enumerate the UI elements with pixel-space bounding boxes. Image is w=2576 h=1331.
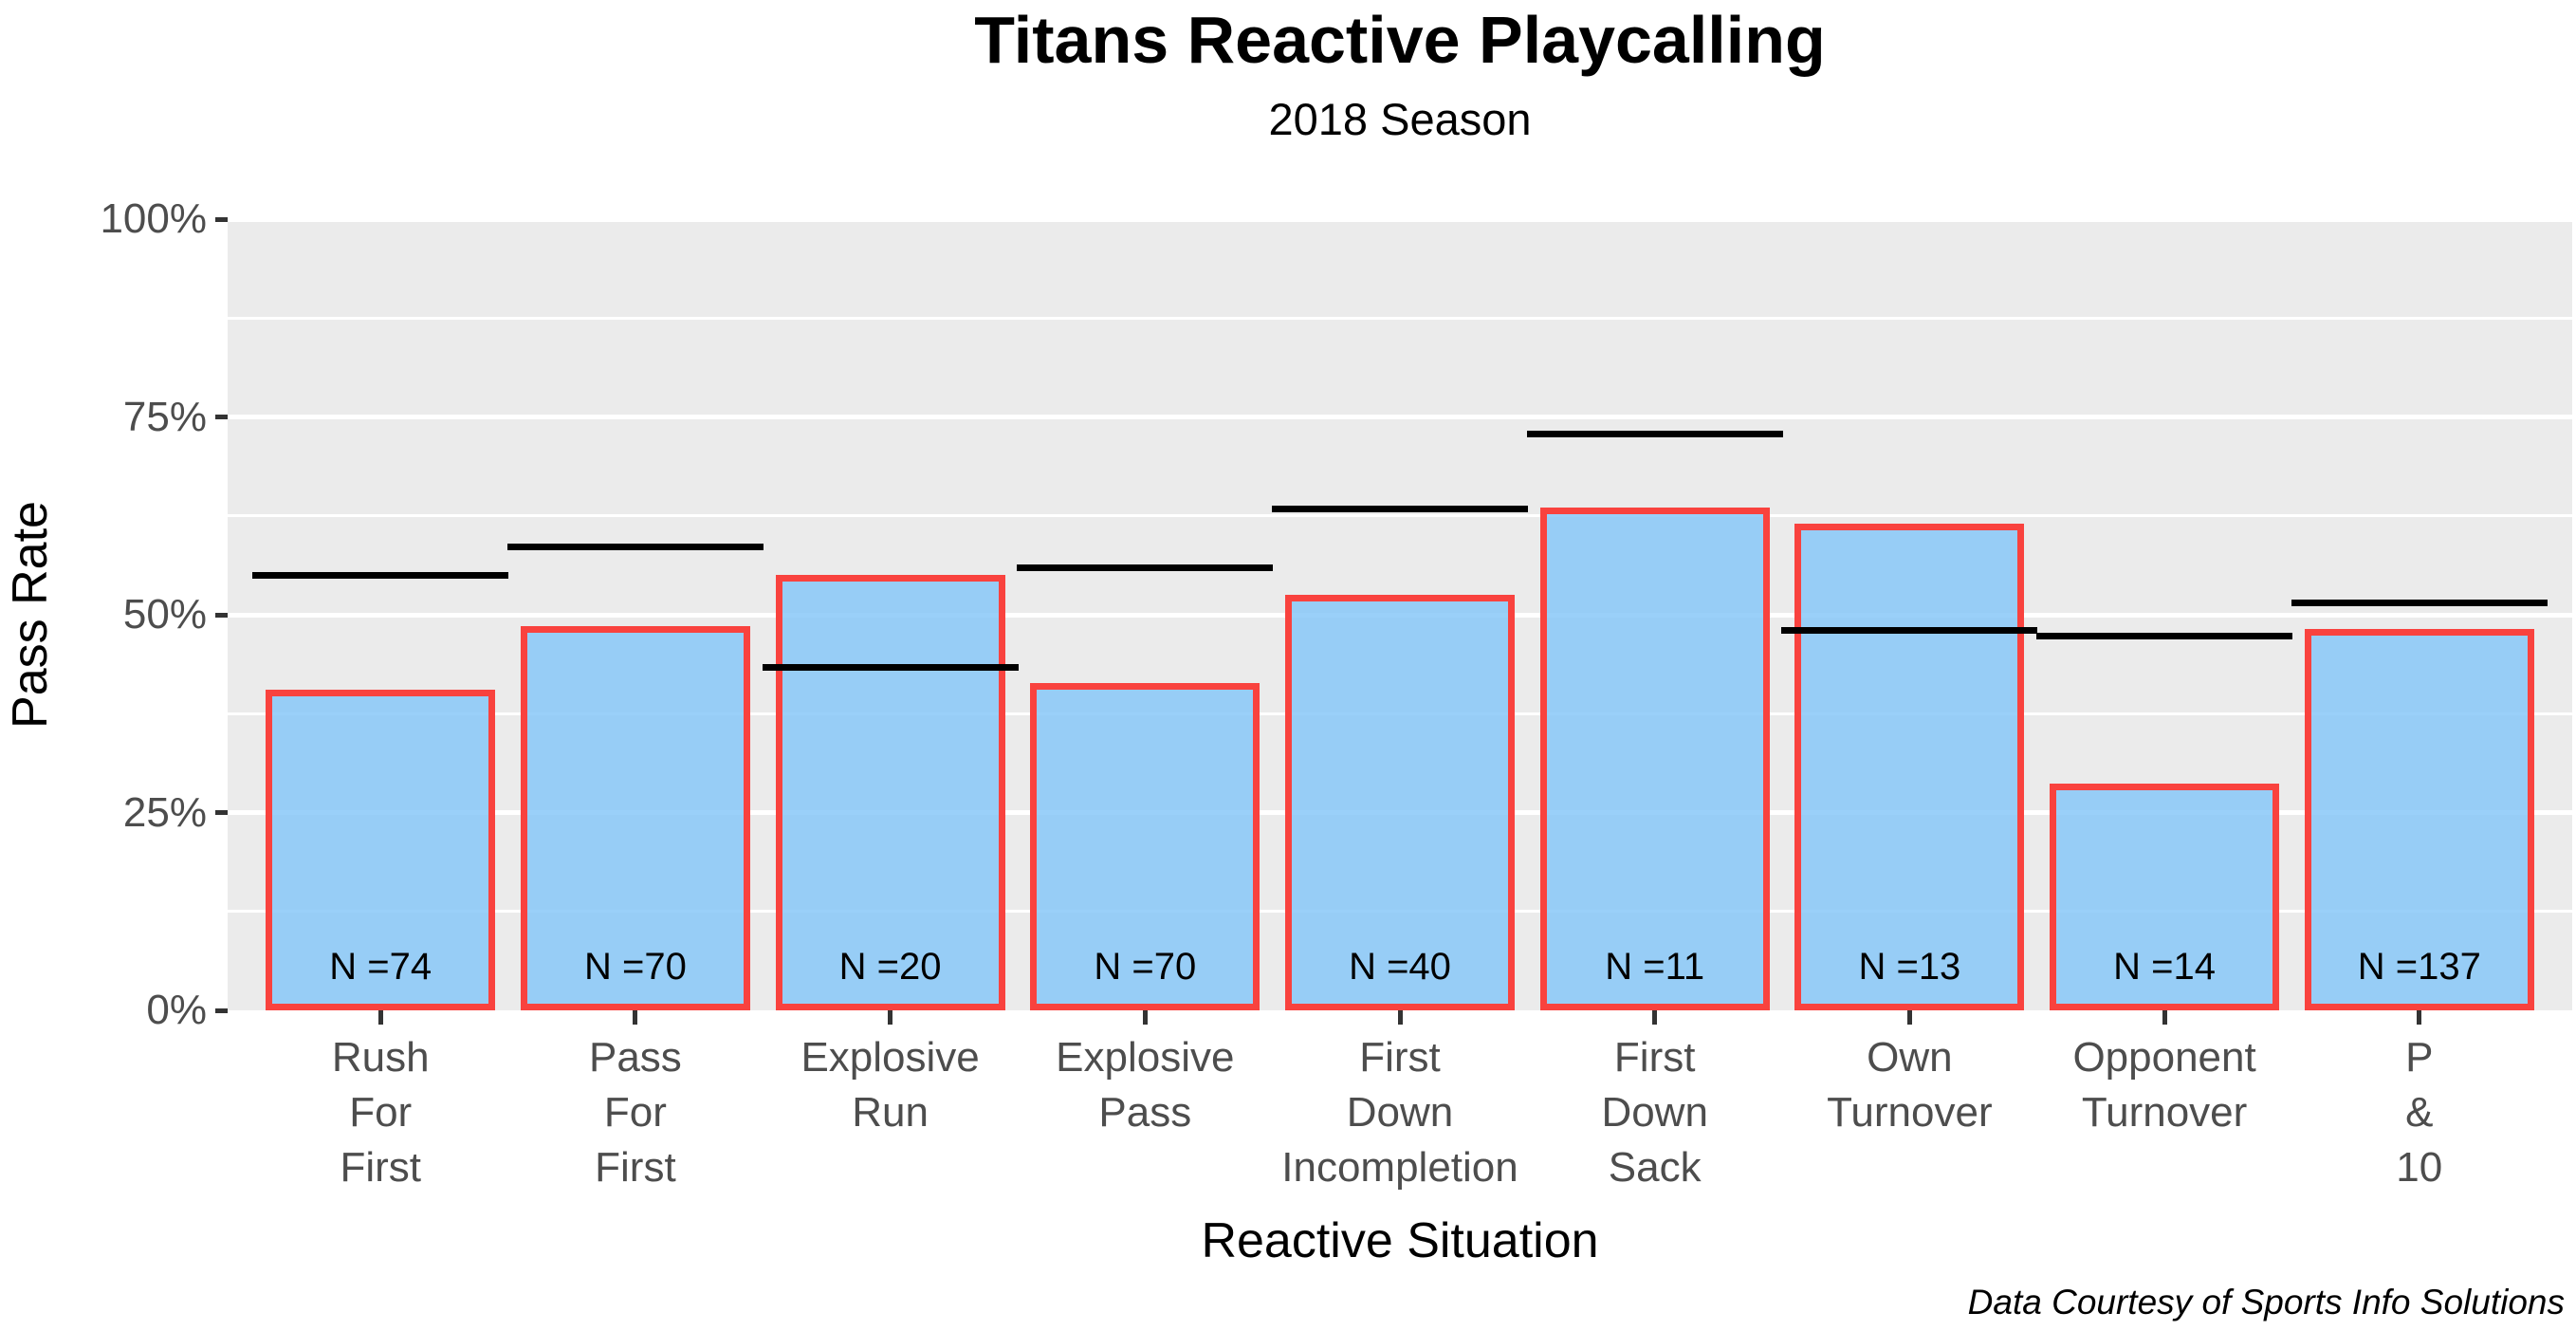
x-category-label: Opponent Turnover xyxy=(2072,1034,2256,1136)
chart-subtitle: 2018 Season xyxy=(1268,94,1532,144)
y-tick-mark xyxy=(215,1007,228,1013)
reference-line xyxy=(506,543,764,550)
bar-count-label: N =13 xyxy=(1858,945,1961,988)
bar-count-label: N =11 xyxy=(1605,945,1705,988)
major-gridline xyxy=(228,415,2572,419)
x-tick-mark xyxy=(1142,1010,1148,1025)
reference-line xyxy=(252,571,509,579)
reference-line xyxy=(2036,633,2293,640)
reference-line xyxy=(1526,430,1783,437)
y-tick-label: 25% xyxy=(122,788,207,836)
y-tick-label: 75% xyxy=(122,393,207,440)
y-tick-label: 100% xyxy=(100,195,207,242)
minor-gridline xyxy=(228,514,2572,518)
bar: N =70 xyxy=(520,625,750,1010)
x-tick-mark xyxy=(377,1010,383,1025)
bar: N =70 xyxy=(1030,682,1260,1010)
caption: Data Courtesy of Sports Info Solutions xyxy=(1967,1283,2565,1322)
plot-panel: N =74 N =70 N =20 N =70 N =40 N =11 N =13 N =14… xyxy=(228,216,2572,1010)
x-category-label: Pass For First xyxy=(588,1034,682,1191)
y-tick-mark xyxy=(215,415,228,419)
bar: N =13 xyxy=(1794,524,2025,1010)
x-category-label: Own Turnover xyxy=(1827,1034,1993,1136)
reference-line xyxy=(1272,505,1528,512)
bar: N =74 xyxy=(266,690,496,1010)
bar: N =14 xyxy=(2050,784,2280,1010)
bar-count-label: N =20 xyxy=(838,945,942,988)
y-tick-mark xyxy=(215,216,228,222)
x-tick-mark xyxy=(888,1010,893,1025)
x-category-label: Rush For First xyxy=(331,1034,430,1191)
x-tick-mark xyxy=(1906,1010,1912,1025)
reference-line xyxy=(1017,564,1274,572)
reference-line xyxy=(2291,599,2548,606)
x-tick-mark xyxy=(2162,1010,2167,1025)
x-tick-mark xyxy=(1397,1010,1403,1025)
y-tick-label: 50% xyxy=(122,591,207,638)
x-category-label: Explosive Pass xyxy=(1056,1034,1235,1136)
major-gridline xyxy=(228,216,2572,222)
x-axis-title: Reactive Situation xyxy=(1201,1213,1599,1268)
bar-count-label: N =70 xyxy=(583,945,687,988)
x-tick-mark xyxy=(633,1010,638,1025)
bar-count-label: N =40 xyxy=(1349,945,1451,988)
bar: N =137 xyxy=(2304,629,2534,1010)
y-tick-mark xyxy=(215,810,228,815)
x-category-label: First Down Sack xyxy=(1601,1034,1708,1191)
bar: N =40 xyxy=(1285,595,1515,1010)
x-tick-mark xyxy=(2417,1010,2422,1025)
reference-line xyxy=(762,663,1019,671)
x-category-label: First Down Incompletion xyxy=(1281,1034,1518,1191)
bar-count-label: N =70 xyxy=(1094,945,1197,988)
minor-gridline xyxy=(228,316,2572,320)
bar-count-label: N =137 xyxy=(2357,945,2481,988)
bar-count-label: N =14 xyxy=(2113,945,2216,988)
y-tick-mark xyxy=(215,612,228,618)
bar: N =20 xyxy=(775,575,1005,1010)
chart-title: Titans Reactive Playcalling xyxy=(974,3,1826,77)
bar: N =11 xyxy=(1539,507,1770,1010)
x-category-label: Explosive Run xyxy=(800,1034,980,1136)
reference-line xyxy=(1781,627,2038,635)
x-category-label: P & 10 xyxy=(2396,1034,2443,1191)
x-tick-mark xyxy=(1652,1010,1658,1025)
y-tick-label: 0% xyxy=(146,987,207,1033)
bar-count-label: N =74 xyxy=(329,945,432,988)
